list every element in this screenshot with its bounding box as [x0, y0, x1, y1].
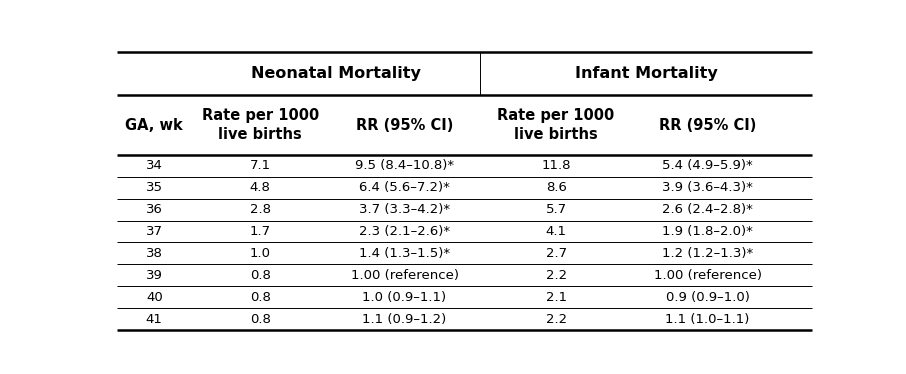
Text: 7.1: 7.1	[250, 159, 271, 172]
Text: 35: 35	[146, 181, 163, 194]
Text: 2.8: 2.8	[250, 203, 271, 216]
Text: 8.6: 8.6	[545, 181, 566, 194]
Text: 1.1 (0.9–1.2): 1.1 (0.9–1.2)	[362, 313, 447, 325]
Text: RR (95% CI): RR (95% CI)	[659, 117, 757, 132]
Text: 39: 39	[146, 269, 163, 282]
Text: 37: 37	[146, 225, 163, 238]
Text: 9.5 (8.4–10.8)*: 9.5 (8.4–10.8)*	[355, 159, 454, 172]
Text: 3.9 (3.6–4.3)*: 3.9 (3.6–4.3)*	[662, 181, 753, 194]
Text: 1.1 (1.0–1.1): 1.1 (1.0–1.1)	[665, 313, 750, 325]
Text: Rate per 1000
live births: Rate per 1000 live births	[497, 108, 614, 142]
Text: 4.8: 4.8	[250, 181, 271, 194]
Text: 1.4 (1.3–1.5)*: 1.4 (1.3–1.5)*	[359, 247, 450, 260]
Text: 1.00 (reference): 1.00 (reference)	[351, 269, 458, 282]
Text: 2.1: 2.1	[545, 291, 566, 304]
Text: 1.0 (0.9–1.1): 1.0 (0.9–1.1)	[362, 291, 447, 304]
Text: 36: 36	[146, 203, 163, 216]
Text: 2.2: 2.2	[545, 269, 566, 282]
Text: 0.8: 0.8	[250, 291, 271, 304]
Text: 0.8: 0.8	[250, 313, 271, 325]
Text: 41: 41	[146, 313, 163, 325]
Text: 5.7: 5.7	[545, 203, 566, 216]
Text: 1.2 (1.2–1.3)*: 1.2 (1.2–1.3)*	[662, 247, 753, 260]
Text: 5.4 (4.9–5.9)*: 5.4 (4.9–5.9)*	[662, 159, 753, 172]
Text: 2.3 (2.1–2.6)*: 2.3 (2.1–2.6)*	[359, 225, 450, 238]
Text: 1.0: 1.0	[250, 247, 271, 260]
Text: 2.2: 2.2	[545, 313, 566, 325]
Text: 0.8: 0.8	[250, 269, 271, 282]
Text: 4.1: 4.1	[545, 225, 566, 238]
Text: 40: 40	[146, 291, 163, 304]
Text: 1.7: 1.7	[250, 225, 271, 238]
Text: Neonatal Mortality: Neonatal Mortality	[251, 66, 421, 81]
Text: 6.4 (5.6–7.2)*: 6.4 (5.6–7.2)*	[359, 181, 450, 194]
Text: 11.8: 11.8	[541, 159, 571, 172]
Text: 2.7: 2.7	[545, 247, 566, 260]
Text: 34: 34	[146, 159, 163, 172]
Text: 3.7 (3.3–4.2)*: 3.7 (3.3–4.2)*	[359, 203, 450, 216]
Text: 0.9 (0.9–1.0): 0.9 (0.9–1.0)	[666, 291, 749, 304]
Text: RR (95% CI): RR (95% CI)	[356, 117, 453, 132]
Text: 38: 38	[146, 247, 163, 260]
Text: 1.9 (1.8–2.0)*: 1.9 (1.8–2.0)*	[662, 225, 753, 238]
Text: GA, wk: GA, wk	[125, 117, 183, 132]
Text: 1.00 (reference): 1.00 (reference)	[653, 269, 762, 282]
Text: Rate per 1000
live births: Rate per 1000 live births	[202, 108, 319, 142]
Text: 2.6 (2.4–2.8)*: 2.6 (2.4–2.8)*	[662, 203, 753, 216]
Text: Infant Mortality: Infant Mortality	[574, 66, 718, 81]
